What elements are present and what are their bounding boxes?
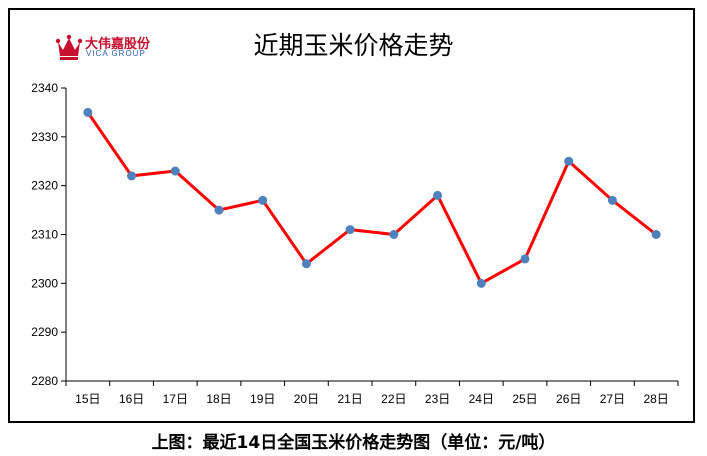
x-tick-label: 19日 <box>250 392 275 406</box>
data-point <box>301 259 311 269</box>
data-point <box>476 278 486 288</box>
data-point <box>127 171 137 181</box>
series-line <box>86 111 658 285</box>
x-tick-label: 22日 <box>381 392 406 406</box>
data-point <box>258 195 268 205</box>
data-point <box>214 205 224 215</box>
y-tick-label: 2290 <box>31 325 58 339</box>
x-tick-label: 25日 <box>512 392 537 406</box>
x-tick-label: 24日 <box>469 392 494 406</box>
y-tick-label: 2320 <box>31 179 58 193</box>
x-tick-label: 26日 <box>556 392 581 406</box>
x-tick-label: 18日 <box>206 392 231 406</box>
data-point <box>520 254 530 264</box>
chart-title: 近期玉米价格走势 <box>253 31 454 60</box>
x-tick-label: 28日 <box>643 392 668 406</box>
y-tick-label: 2310 <box>31 228 58 242</box>
x-tick-label: 20日 <box>294 392 319 406</box>
data-point <box>83 107 93 117</box>
data-point <box>345 225 355 235</box>
data-point <box>389 230 399 239</box>
data-point <box>433 190 443 200</box>
x-tick-label: 23日 <box>425 392 450 406</box>
x-tick-label: 16日 <box>119 392 144 406</box>
chart-caption: 上图：最近14日全国玉米价格走势图（单位：元/吨） <box>151 433 556 453</box>
x-tick-label: 17日 <box>163 392 188 406</box>
logo-text-cn: 大伟嘉股份 <box>85 37 151 52</box>
data-point <box>564 156 574 166</box>
crown-icon <box>55 34 83 60</box>
x-tick-label: 15日 <box>75 392 100 406</box>
y-tick-label: 2280 <box>31 374 58 388</box>
data-point <box>607 195 617 205</box>
y-tick-label: 2300 <box>31 276 58 290</box>
x-tick-label: 21日 <box>337 392 362 406</box>
y-tick-label: 2340 <box>31 81 58 95</box>
x-tick-label: 27日 <box>600 392 625 406</box>
chart-frame <box>8 8 695 423</box>
company-logo: 大伟嘉股份 VICA GROUP <box>55 32 185 62</box>
y-tick-label: 2330 <box>31 130 58 144</box>
data-point <box>170 166 180 176</box>
data-point <box>651 230 661 239</box>
logo-text-en: VICA GROUP <box>86 49 146 58</box>
